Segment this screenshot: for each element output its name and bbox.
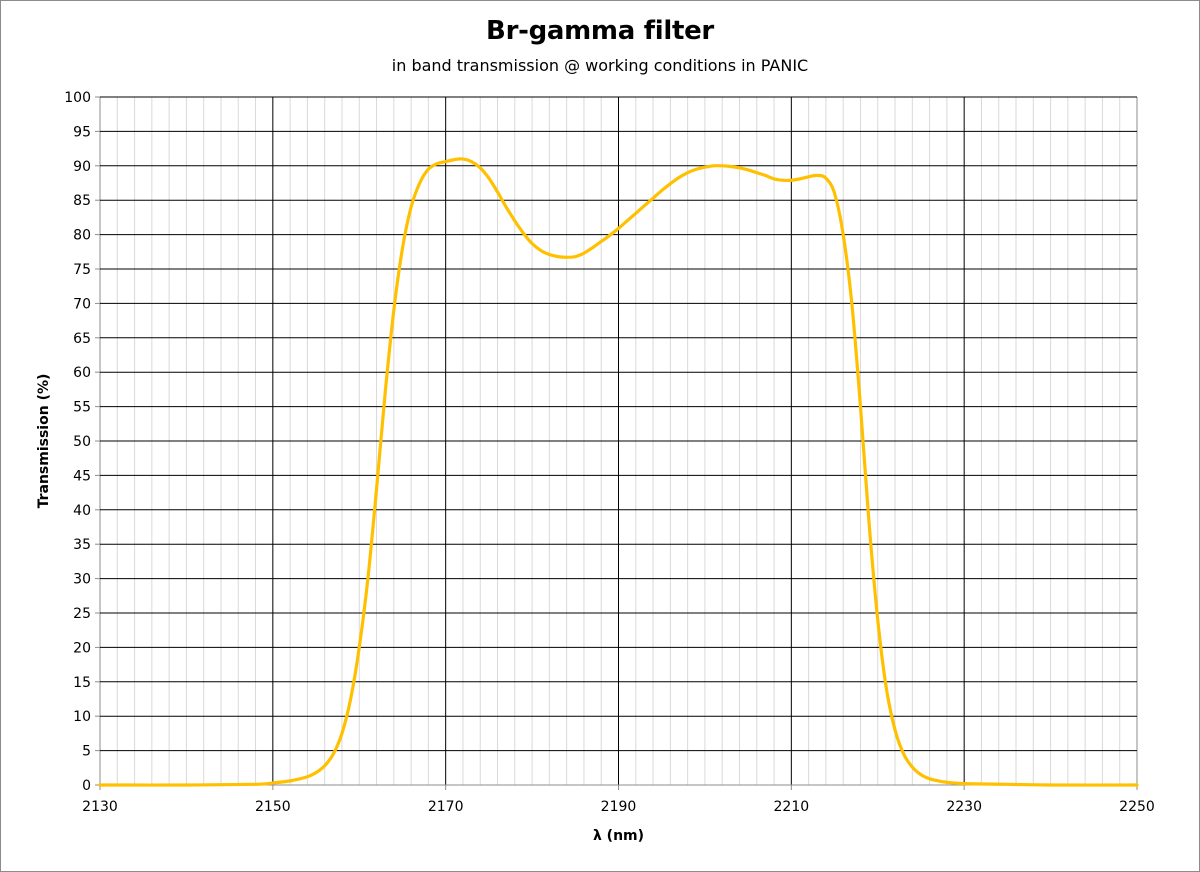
x-tick-label: 2150 bbox=[255, 799, 291, 815]
y-tick-label: 25 bbox=[73, 606, 91, 622]
x-tick-label: 2230 bbox=[946, 799, 982, 815]
x-tick-label: 2210 bbox=[774, 799, 810, 815]
y-axis-ticks: 0 5 10 15 20 25 30 35 40 45 50 55 60 65 70 75 80 85 90 95 10… bbox=[64, 90, 100, 794]
major-gridlines bbox=[99, 96, 1138, 786]
y-tick-label: 35 bbox=[73, 537, 91, 553]
series-line bbox=[98, 157, 1139, 787]
y-tick-label: 65 bbox=[73, 331, 91, 347]
y-tick-label: 90 bbox=[73, 159, 91, 175]
y-axis-label: Transmission (%) bbox=[36, 374, 52, 509]
x-tick-label: 2190 bbox=[601, 799, 637, 815]
x-tick-label: 2130 bbox=[82, 799, 118, 815]
y-tick-label: 75 bbox=[73, 262, 91, 278]
y-tick-label: 0 bbox=[82, 778, 91, 794]
y-tick-label: 55 bbox=[73, 400, 91, 416]
y-tick-label: 60 bbox=[73, 365, 91, 381]
y-tick-label: 5 bbox=[82, 744, 91, 760]
series-layer bbox=[98, 157, 1139, 787]
y-tick-label: 100 bbox=[64, 90, 91, 106]
y-tick-label: 15 bbox=[73, 675, 91, 691]
y-tick-label: 30 bbox=[73, 572, 91, 588]
y-tick-label: 50 bbox=[73, 434, 91, 450]
y-tick-label: 45 bbox=[73, 468, 91, 484]
y-tick-label: 10 bbox=[73, 709, 91, 725]
y-tick-label: 95 bbox=[73, 124, 91, 140]
y-tick-label: 40 bbox=[73, 503, 91, 519]
chart-title: Br-gamma filter bbox=[486, 16, 714, 46]
y-tick-label: 85 bbox=[73, 193, 91, 209]
y-tick-label: 20 bbox=[73, 640, 91, 656]
y-tick-label: 80 bbox=[73, 228, 91, 244]
x-tick-label: 2250 bbox=[1119, 799, 1155, 815]
y-tick-label: 70 bbox=[73, 296, 91, 312]
x-axis-ticks: 2130 2150 2170 2190 2210 2230 2250 bbox=[82, 785, 1155, 815]
chart-subtitle: in band transmission @ working condition… bbox=[391, 56, 809, 75]
x-tick-label: 2170 bbox=[428, 799, 464, 815]
x-axis-label: λ (nm) bbox=[593, 828, 644, 844]
